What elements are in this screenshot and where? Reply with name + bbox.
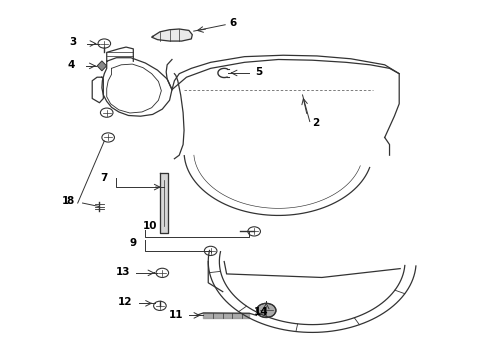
Circle shape [256, 303, 275, 318]
Text: 10: 10 [142, 221, 157, 231]
Polygon shape [97, 61, 106, 71]
Text: 4: 4 [68, 60, 75, 70]
Text: 3: 3 [69, 37, 76, 48]
Text: 13: 13 [115, 267, 130, 277]
Text: 14: 14 [254, 307, 268, 317]
Text: 6: 6 [229, 18, 237, 28]
Text: 8: 8 [67, 195, 74, 206]
Text: 12: 12 [117, 297, 132, 307]
Text: 1: 1 [62, 196, 69, 206]
Text: 2: 2 [312, 118, 319, 128]
Polygon shape [151, 29, 192, 41]
Text: 7: 7 [101, 173, 108, 183]
Text: 9: 9 [129, 238, 137, 248]
Text: 5: 5 [255, 67, 262, 77]
Text: 11: 11 [168, 310, 183, 320]
